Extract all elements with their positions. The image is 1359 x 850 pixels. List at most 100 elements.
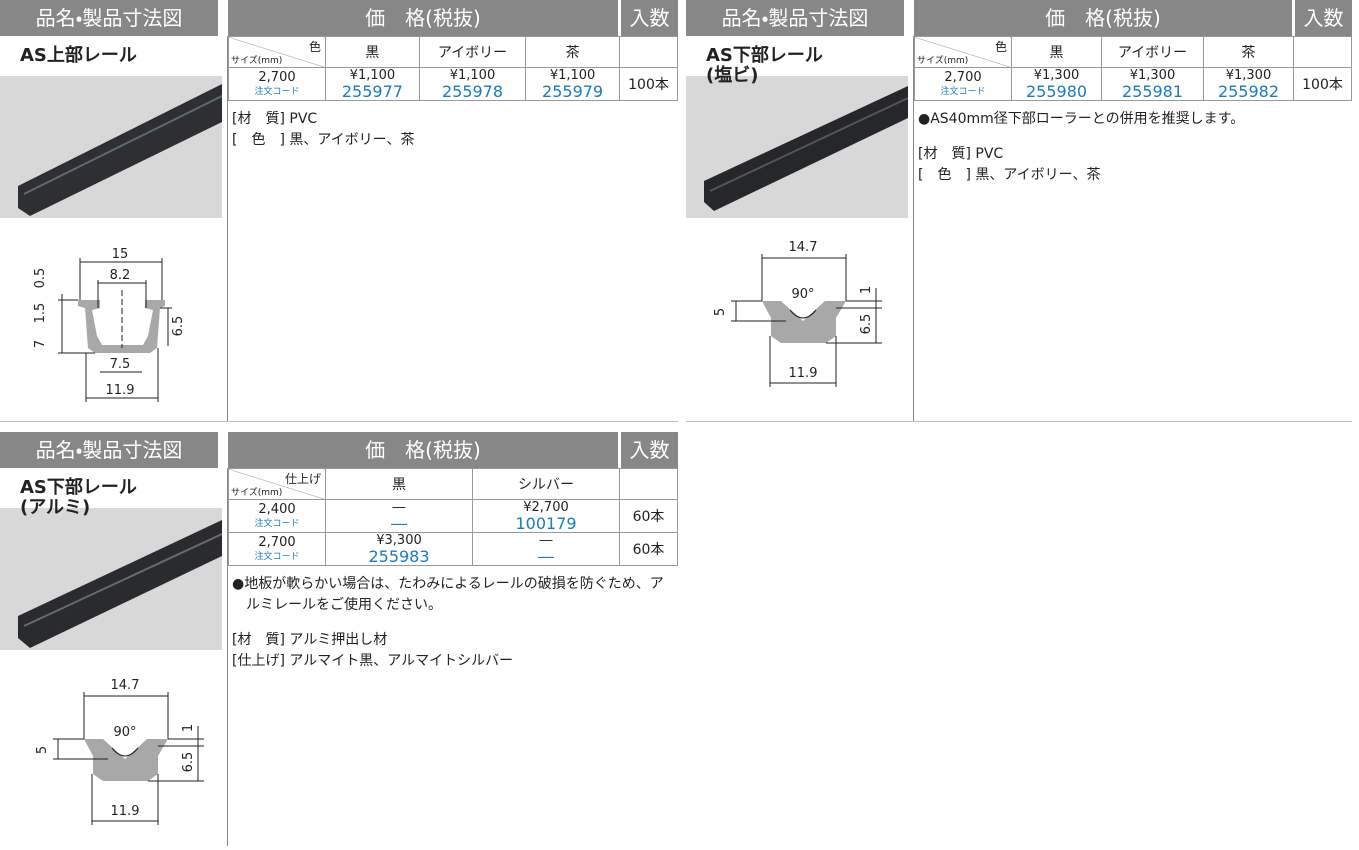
header: 品名・製品寸法図価 格(税抜) 入数: [686, 0, 1352, 36]
spec-note: [材 質] PVC: [232, 111, 318, 127]
header-price: 価 格(税抜): [914, 0, 1292, 36]
size-cell: 2,700 注文コード: [914, 67, 1012, 101]
dimension-label: 7: [33, 340, 48, 348]
header: 品名・製品寸法図価 格(税抜) 入数: [0, 432, 678, 468]
column-header: アイボリー: [1101, 36, 1204, 68]
notes: [材 質] PVC [ 色 ] 黒、アイボリー、茶: [228, 101, 678, 151]
table-body: 色サイズ(mm) 黒アイボリー茶 2,700 注文コード ¥1,100 255977 ¥1,…: [228, 36, 678, 101]
price: ¥1,300: [1129, 68, 1176, 83]
order-code: ―: [538, 547, 554, 566]
dimension-label: 0.5: [33, 268, 48, 289]
dimension-label: 11.9: [106, 383, 135, 398]
price-cell: ¥2,700 100179: [472, 499, 620, 533]
header-product: 品名・製品寸法図: [0, 0, 218, 36]
product-name: AS下部レール (アルミ): [20, 478, 137, 518]
order-code: 255983: [368, 547, 430, 566]
table-header-row: 色サイズ(mm) 黒アイボリー茶: [228, 36, 678, 68]
corner-cell: 仕上げ サイズ(mm): [228, 468, 326, 500]
price: ¥3,300: [376, 533, 422, 548]
price-cell: ― ―: [325, 499, 473, 533]
dimension-label: 14.7: [111, 678, 140, 693]
order-code: 255981: [1121, 82, 1184, 101]
spacer: [232, 616, 672, 630]
dimension-label: 11.9: [111, 804, 140, 819]
left-column: AS下部レール (塩ビ) 14.7 90° 5 1 6.5 11.9: [686, 36, 914, 421]
notes: ●AS40mm径下部ローラーとの併用を推奨します。 [材 質] PVC [ 色 ] …: [914, 101, 1352, 186]
order-code: 100179: [515, 514, 577, 533]
column-header: 黒: [325, 36, 420, 68]
spec-note: [材 質] アルミ押出し材: [232, 632, 388, 648]
column-header: シルバー: [472, 468, 620, 500]
dimension-drawing: 15 8.2 0.5 1.5 7 6.5 7.5 11.9: [33, 247, 186, 402]
dimension-label: 90°: [791, 287, 814, 302]
dimension-label: 1.5: [33, 303, 48, 324]
header-product: 品名・製品寸法図: [0, 432, 218, 468]
size-cell: 2,700 注文コード: [228, 532, 326, 566]
price-cell: ¥1,100 255977: [325, 67, 420, 101]
left-column: AS上部レール 15 8.2 0.5 1.5 7 6.5 7.5 11.9: [0, 36, 228, 421]
price-cell: ¥3,300 255983: [325, 532, 473, 566]
right-column: 色サイズ(mm) 黒アイボリー茶 2,700 注文コード ¥1,300 255980 ¥1,…: [914, 36, 1352, 186]
code-label: 注文コード: [940, 86, 986, 97]
size: 2,700: [944, 69, 982, 85]
dimension-label: 7.5: [110, 357, 131, 372]
table-header-row: 仕上げ サイズ(mm) 黒シルバー: [228, 468, 678, 500]
dimension-label: 14.7: [789, 240, 818, 255]
header-product: 品名・製品寸法図: [686, 0, 904, 36]
section: 品名・製品寸法図価 格(税抜) 入数 AS上部レール 15 8.2 0.5 1.5…: [0, 0, 678, 422]
price-cell: ¥1,300 255980: [1010, 67, 1103, 101]
dimension-label: 6.5: [171, 316, 186, 337]
dimension-label: 1: [859, 286, 874, 294]
dimension-label: 8.2: [110, 268, 131, 283]
column-header: 茶: [525, 36, 620, 68]
dimension-drawing: 14.7 90° 5 1 6.5 11.9: [35, 678, 205, 826]
column-header: 黒: [1010, 36, 1103, 68]
photo: [686, 76, 908, 218]
table-row: 2,700 注文コード ¥1,300 255980 ¥1,300 255981 ¥1,300…: [914, 67, 1352, 101]
header: 品名・製品寸法図価 格(税抜) 入数: [0, 0, 678, 36]
header-qty: 入数: [621, 432, 678, 468]
price: ¥1,100: [449, 68, 496, 83]
price: ¥1,100: [349, 68, 396, 83]
header-price: 価 格(税抜): [228, 432, 618, 468]
name-line: (塩ビ): [706, 65, 759, 86]
photo: [0, 508, 222, 650]
table-header-row: 色サイズ(mm) 黒アイボリー茶: [914, 36, 1352, 68]
table-row: 2,700 注文コード ¥1,100 255977 ¥1,100 255978 ¥1,100…: [228, 67, 678, 101]
corner-top: 色: [994, 40, 1007, 54]
size-cell: 2,700 注文コード: [228, 67, 326, 101]
corner-top: 色: [308, 40, 321, 54]
corner-bottom: サイズ(mm): [231, 56, 283, 66]
price: ¥2,700: [523, 500, 569, 515]
price: ―: [539, 533, 553, 548]
price: ¥1,300: [1225, 68, 1272, 83]
corner-bottom: サイズ(mm): [917, 56, 969, 66]
qty-cell: 100本: [619, 67, 678, 101]
right-column: 仕上げ サイズ(mm) 黒シルバー 2,400 注文コード ― ― ¥2,700 100179 6…: [228, 468, 678, 672]
order-code: 255980: [1025, 82, 1088, 101]
product-name: AS下部レール (塩ビ): [706, 46, 823, 86]
bullet-note: ●地板が軟らかい場合は、たわみによるレールの破損を防ぐため、アルミレールをご使用…: [232, 576, 664, 613]
order-code: ―: [391, 514, 407, 533]
dimension-label: 6.5: [181, 752, 196, 773]
name-line: AS上部レール: [20, 45, 137, 66]
corner-cell: 色サイズ(mm): [914, 36, 1012, 68]
spec-note: [仕上げ] アルマイト黒、アルマイトシルバー: [232, 653, 514, 669]
price-cell: ¥1,300 255982: [1202, 67, 1295, 101]
section-body: AS上部レール 15 8.2 0.5 1.5 7 6.5 7.5 11.9 色サ…: [0, 36, 678, 421]
price: ¥1,100: [549, 68, 596, 83]
qty-cell: 100本: [1293, 67, 1352, 101]
header-qty: 入数: [621, 0, 678, 36]
price-cell: ¥1,300 255981: [1101, 67, 1204, 101]
price-table: 色サイズ(mm) 黒アイボリー茶 2,700 注文コード ¥1,100 255977 ¥1,…: [228, 36, 678, 101]
code-label: 注文コード: [254, 86, 300, 97]
right-column: 色サイズ(mm) 黒アイボリー茶 2,700 注文コード ¥1,100 255977 ¥1,…: [228, 36, 678, 151]
corner-bottom: サイズ(mm): [231, 488, 283, 498]
dimension-label: 1: [181, 724, 196, 732]
price-table: 仕上げ サイズ(mm) 黒シルバー 2,400 注文コード ― ― ¥2,700 100179 6…: [228, 468, 678, 566]
corner-cell: 色サイズ(mm): [228, 36, 326, 68]
column-header: 茶: [1202, 36, 1295, 68]
qty-header: [619, 36, 678, 68]
size-cell: 2,400 注文コード: [228, 499, 326, 533]
